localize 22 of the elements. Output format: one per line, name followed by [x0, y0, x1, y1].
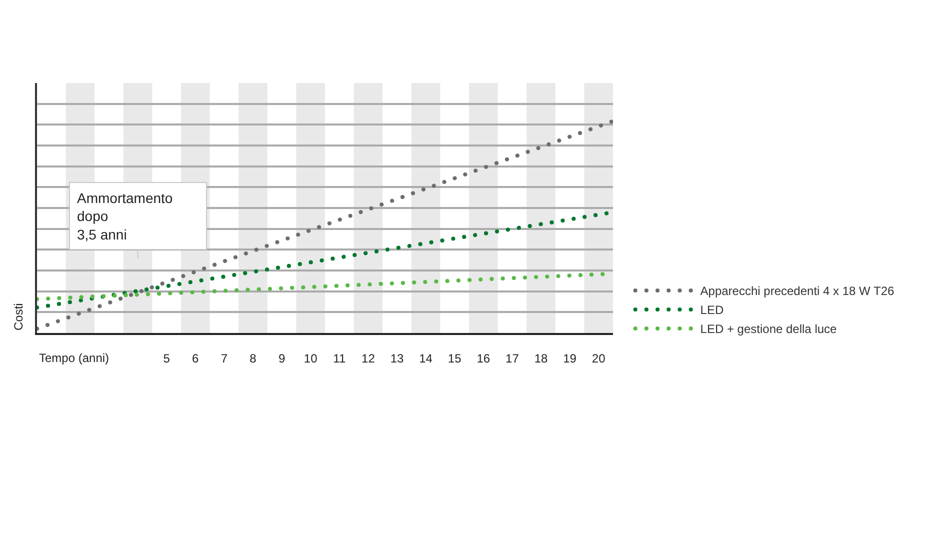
- x-axis-title: Tempo (anni): [39, 351, 110, 365]
- x-tick-label: 18: [534, 351, 548, 366]
- x-tick-label: 6: [192, 351, 200, 366]
- x-tick-label: 11: [333, 351, 346, 366]
- x-tick-label: 8: [250, 351, 257, 366]
- x-tick-label: 20: [592, 351, 606, 366]
- x-tick-label: 13: [390, 351, 404, 366]
- x-tick-label: 15: [448, 351, 462, 366]
- y-axis-title: Costi: [12, 303, 26, 330]
- legend-label: Apparecchi precedenti 4 x 18 W T26: [700, 284, 894, 298]
- x-tick-label: 19: [563, 351, 577, 366]
- legend-label: LED + gestione della luce: [700, 322, 838, 336]
- x-tick-label: 10: [304, 351, 318, 366]
- x-tick-label: 16: [476, 351, 490, 366]
- x-tick-label: 14: [419, 351, 433, 366]
- legend-label: LED: [700, 303, 724, 318]
- x-tick-label: 5: [163, 351, 170, 366]
- annotation: Ammortamento dopo 3,5 anni: [77, 190, 173, 242]
- x-tick-label: 17: [506, 351, 520, 366]
- x-tick-label: 9: [278, 351, 286, 366]
- x-tick-label: 7: [220, 351, 228, 366]
- x-tick-label: 12: [362, 351, 376, 366]
